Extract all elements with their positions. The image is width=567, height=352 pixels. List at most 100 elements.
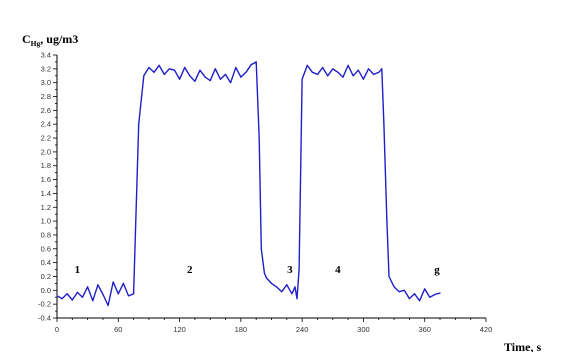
- data-point: [301, 78, 303, 80]
- data-point: [424, 288, 426, 290]
- data-point: [327, 75, 329, 77]
- x-tick-label: 240: [296, 325, 309, 334]
- data-point: [383, 123, 385, 125]
- data-point: [102, 293, 104, 296]
- data-point: [153, 71, 155, 73]
- data-point: [66, 293, 68, 295]
- data-point: [270, 282, 273, 284]
- y-axis-label-unit: , ug/m3: [40, 32, 78, 46]
- data-point: [194, 80, 196, 82]
- data-point: [158, 64, 160, 66]
- y-tick-label: 1.2: [41, 203, 51, 212]
- data-point: [230, 82, 232, 84]
- data-point: [81, 296, 84, 298]
- data-point: [168, 68, 170, 70]
- region-label: 2: [187, 264, 193, 276]
- data-point: [56, 295, 58, 297]
- x-tick-label: 300: [357, 325, 370, 334]
- y-tick-label: 0.8: [41, 230, 51, 239]
- data-point: [413, 293, 416, 295]
- x-tick-label: 360: [418, 325, 431, 334]
- data-point: [209, 80, 211, 82]
- x-tick-label: 120: [173, 325, 186, 334]
- y-tick-label: 1.0: [41, 217, 51, 226]
- x-tick-label: 60: [114, 325, 122, 334]
- data-point: [362, 78, 365, 80]
- data-point: [189, 75, 191, 77]
- data-point: [178, 78, 181, 80]
- y-tick-label: 3.0: [41, 78, 51, 87]
- data-point: [250, 64, 252, 66]
- data-point: [199, 69, 201, 71]
- x-tick-label: 180: [235, 325, 248, 334]
- x-tick-label: 0: [55, 325, 59, 334]
- data-point: [71, 299, 73, 301]
- data-point: [321, 66, 324, 69]
- data-point: [408, 298, 410, 300]
- data-point: [112, 281, 114, 283]
- data-point: [76, 291, 79, 293]
- y-tick-label: 2.0: [41, 147, 51, 156]
- data-point: [342, 76, 344, 78]
- data-point: [61, 298, 63, 300]
- data-point: [260, 248, 262, 250]
- y-tick-label: 1.4: [41, 189, 51, 198]
- data-point: [439, 292, 441, 294]
- y-tick-label: 1.8: [41, 161, 51, 170]
- region-label: 4: [335, 264, 341, 276]
- region-label: 3: [287, 264, 293, 276]
- data-point: [347, 64, 349, 66]
- data-point: [332, 68, 334, 70]
- region-label: 1: [75, 264, 81, 276]
- y-tick-label: 0.2: [41, 272, 51, 281]
- data-point: [107, 304, 109, 307]
- region-labels: 1 2 3 4 g: [75, 264, 441, 276]
- data-point: [388, 275, 390, 278]
- data-point: [258, 137, 260, 139]
- data-point: [296, 298, 298, 300]
- data-point: [263, 272, 265, 274]
- data-point: [281, 291, 283, 293]
- data-point: [133, 293, 135, 295]
- data-point: [87, 286, 89, 288]
- data-point: [381, 68, 383, 70]
- data-point: [235, 66, 237, 69]
- series-group: [56, 61, 441, 307]
- data-point: [97, 284, 99, 286]
- data-point: [148, 66, 150, 69]
- y-tick-label: -0.2: [38, 300, 51, 309]
- y-tick-label: 2.6: [41, 106, 51, 115]
- data-point: [127, 295, 130, 297]
- y-tick-label: 0.6: [41, 244, 51, 253]
- y-tick-label: 1.6: [41, 175, 51, 184]
- region-label: g: [434, 264, 440, 276]
- y-tick-label: 0.4: [41, 258, 51, 267]
- data-point: [352, 75, 354, 77]
- y-tick-label: 3.4: [41, 51, 51, 60]
- y-tick-label: -0.4: [38, 314, 51, 323]
- data-point: [419, 300, 421, 302]
- data-point: [311, 71, 313, 73]
- data-point: [143, 75, 145, 77]
- data-point: [367, 68, 370, 70]
- data-point: [378, 71, 380, 73]
- data-point: [403, 289, 405, 291]
- data-point: [117, 293, 119, 295]
- data-point: [393, 286, 395, 288]
- data-point: [286, 284, 288, 286]
- data-point: [219, 78, 222, 80]
- data-point: [429, 296, 431, 298]
- data-point: [184, 66, 186, 69]
- data-point: [306, 64, 308, 66]
- data-point: [138, 123, 140, 125]
- data-point: [434, 293, 436, 296]
- data-point: [204, 76, 206, 78]
- data-point: [245, 71, 247, 73]
- data-point: [298, 268, 300, 271]
- data-point: [122, 282, 124, 284]
- data-point: [316, 73, 319, 75]
- data-point: [373, 73, 375, 75]
- y-tick-label: 2.8: [41, 92, 51, 101]
- data-point: [92, 300, 94, 302]
